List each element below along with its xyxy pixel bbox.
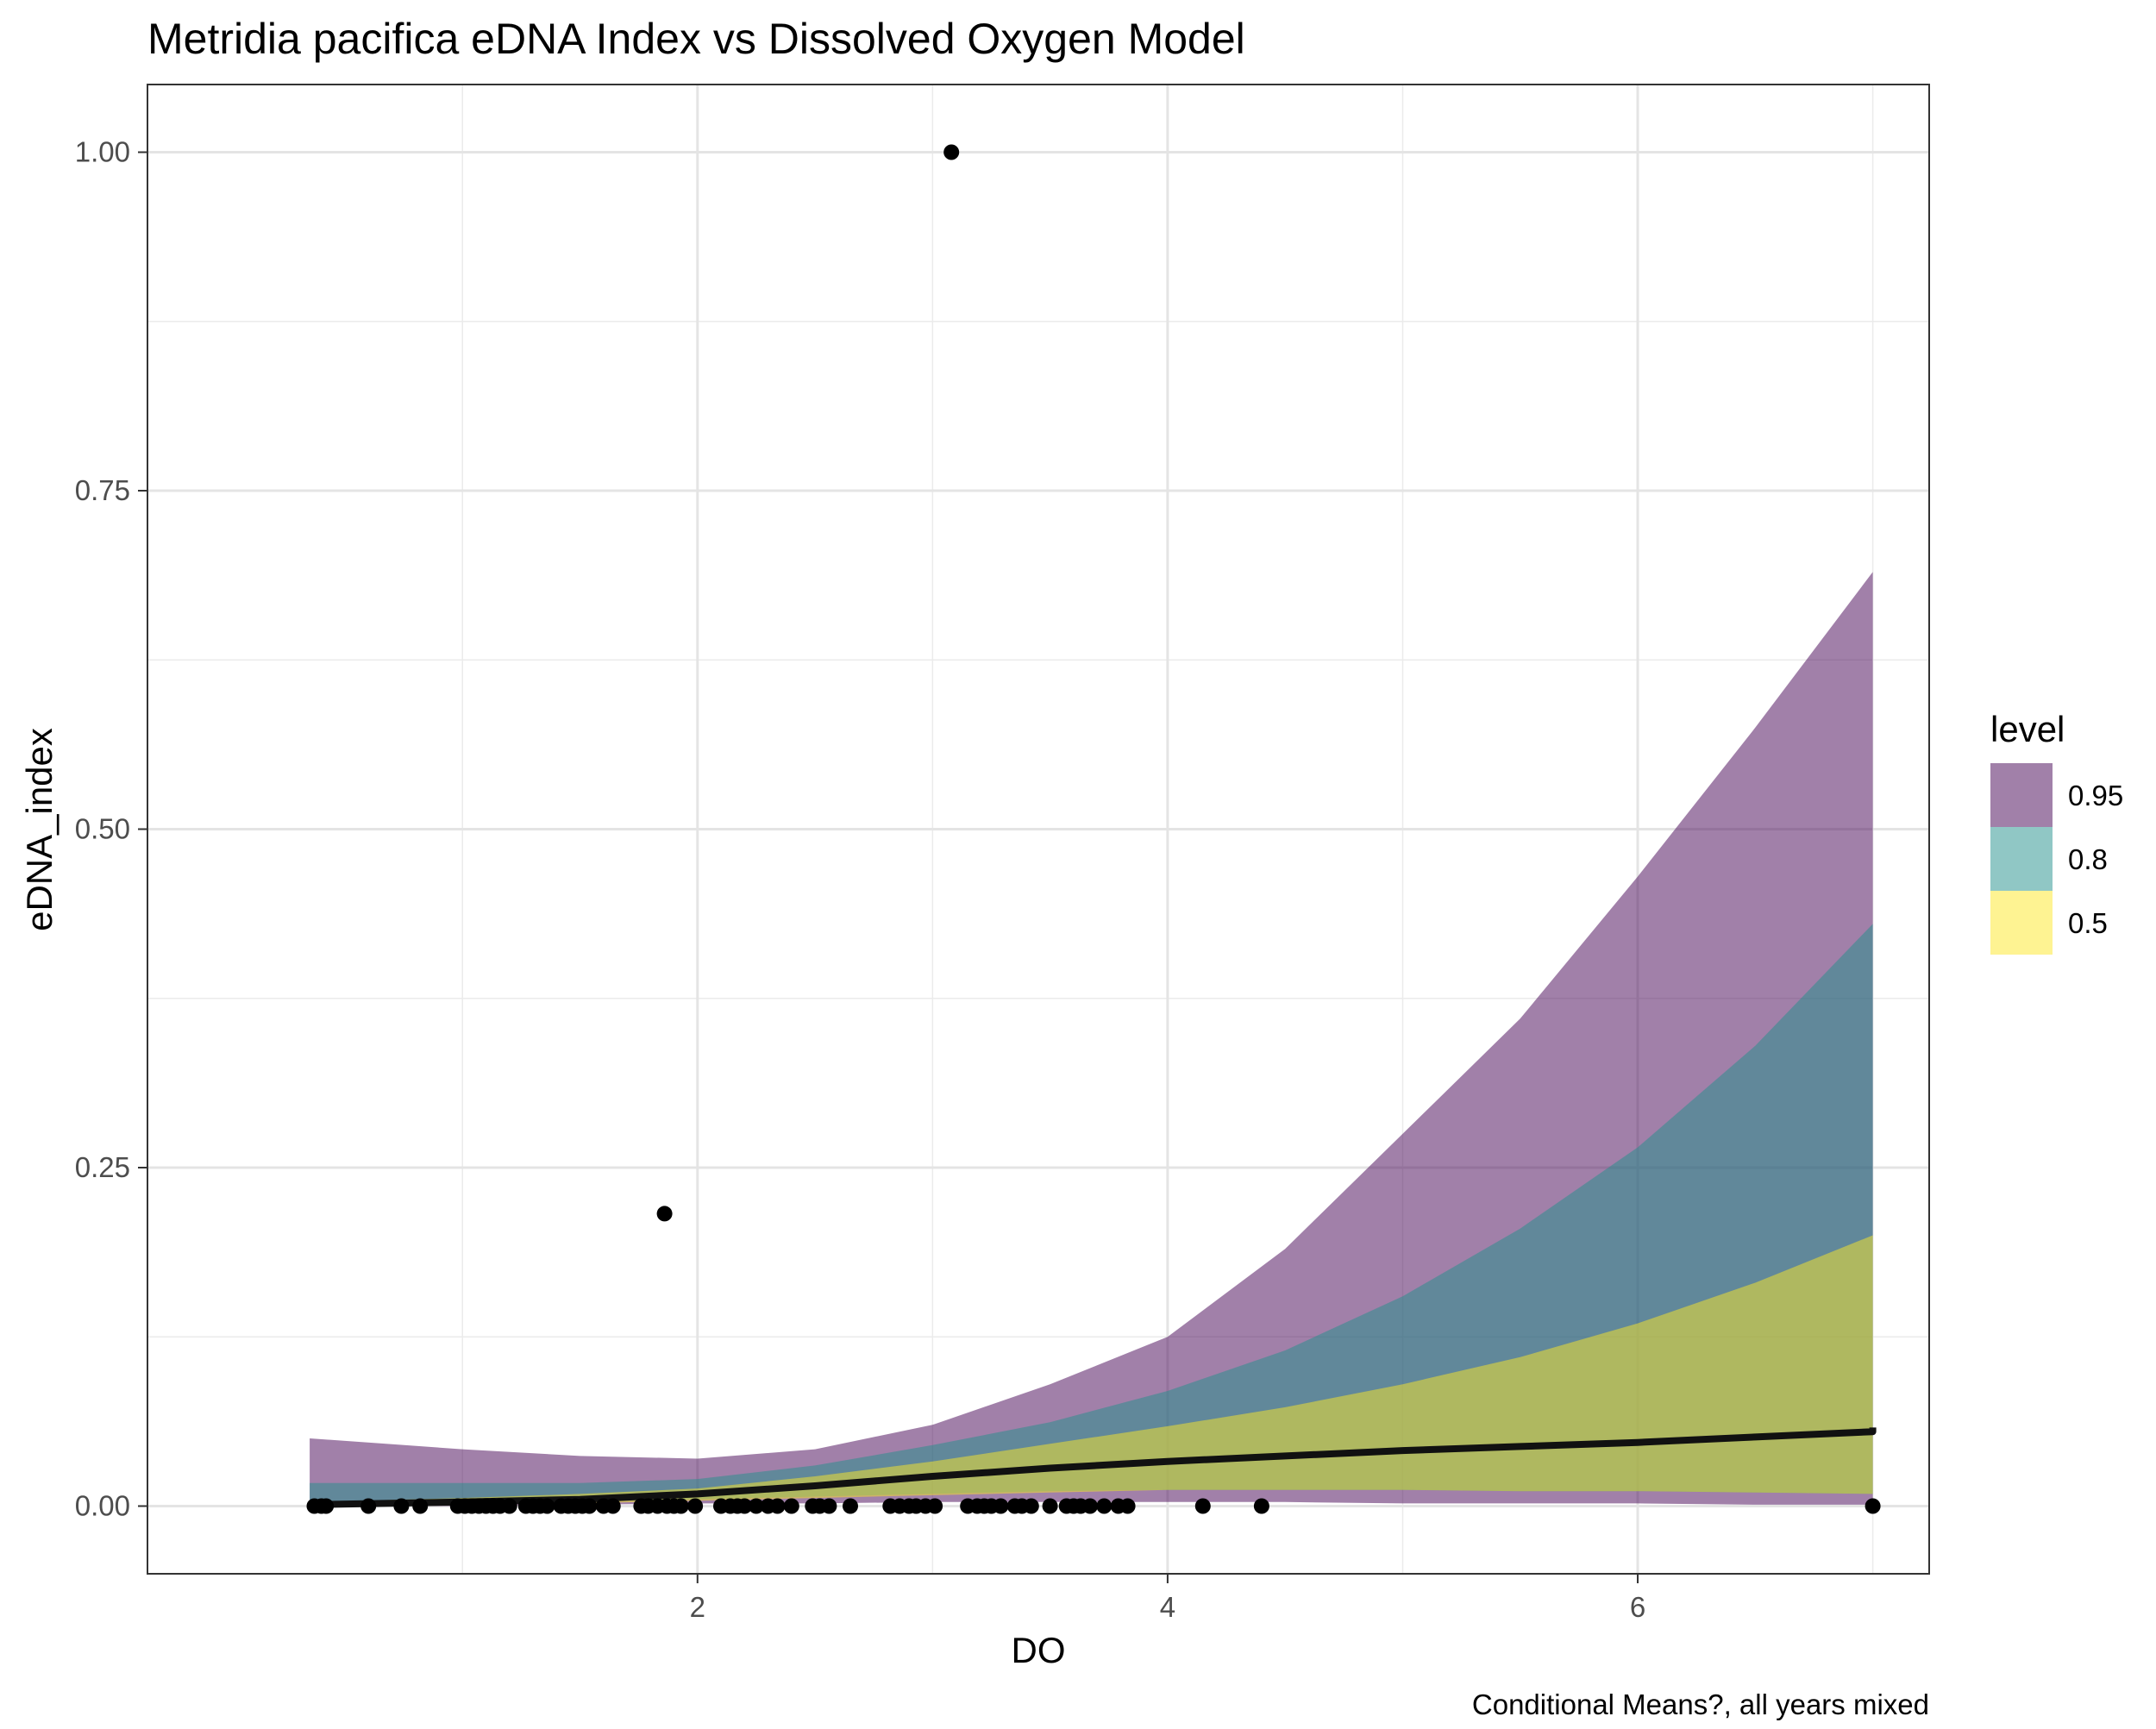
x-axis-label: DO <box>1012 1630 1066 1670</box>
legend-title: level <box>1990 709 2065 749</box>
data-point <box>360 1498 377 1514</box>
data-point <box>927 1498 943 1514</box>
y-axis-label: eDNA_index <box>19 728 60 931</box>
data-point <box>821 1498 837 1514</box>
legend-label-0.5: 0.5 <box>2068 907 2108 939</box>
data-point <box>769 1498 786 1514</box>
mean-line <box>310 1427 1877 1508</box>
legend-key-0.95 <box>1990 763 2053 827</box>
point-layer <box>306 144 1881 1514</box>
legend-label-0.8: 0.8 <box>2068 843 2108 875</box>
y-tick-label: 0.75 <box>75 474 130 506</box>
legend: level 0.95 0.8 0.5 <box>1990 709 2123 955</box>
data-point <box>943 144 960 160</box>
y-tick-label: 0.00 <box>75 1490 130 1522</box>
ribbon-0.8 <box>310 843 1873 1505</box>
data-point <box>1096 1498 1112 1514</box>
ribbon-0.5 <box>310 1201 1873 1507</box>
data-point <box>736 1498 753 1514</box>
ribbon-layer <box>310 501 1873 1507</box>
x-tick-label: 6 <box>1630 1591 1645 1623</box>
data-point <box>673 1498 689 1514</box>
y-axis: 0.00 0.25 0.50 0.75 1.00 <box>75 136 147 1522</box>
data-point <box>993 1498 1009 1514</box>
data-point <box>1119 1498 1136 1514</box>
data-point <box>1194 1498 1211 1514</box>
data-point <box>687 1498 704 1514</box>
data-point <box>843 1498 858 1514</box>
chart-title: Metridia pacifica eDNA Index vs Dissolve… <box>147 15 1245 63</box>
line-layer <box>310 1427 1877 1508</box>
data-point <box>748 1498 764 1514</box>
y-tick-label: 0.25 <box>75 1151 130 1183</box>
data-point <box>393 1498 410 1514</box>
y-tick-label: 1.00 <box>75 136 130 168</box>
x-tick-label: 2 <box>690 1591 705 1623</box>
data-point <box>1042 1498 1058 1514</box>
legend-items: 0.95 0.8 0.5 <box>1990 763 2123 955</box>
legend-label-0.95: 0.95 <box>2068 780 2123 811</box>
data-point <box>412 1498 429 1514</box>
data-point <box>1865 1498 1881 1514</box>
data-point <box>581 1498 598 1514</box>
data-point <box>783 1498 799 1514</box>
data-point <box>605 1498 621 1514</box>
data-point <box>501 1498 517 1514</box>
data-point <box>656 1206 673 1222</box>
data-point <box>1082 1498 1098 1514</box>
data-point <box>1253 1498 1269 1514</box>
x-axis: 2 4 6 <box>690 1574 1645 1623</box>
x-tick-label: 4 <box>1160 1591 1175 1623</box>
chart-caption: Conditional Means?, all years mixed <box>1472 1688 1929 1720</box>
legend-key-0.8 <box>1990 827 2053 891</box>
data-point <box>539 1498 555 1514</box>
data-point <box>318 1498 335 1514</box>
data-point <box>1023 1498 1039 1514</box>
legend-key-0.5 <box>1990 891 2053 955</box>
y-tick-label: 0.50 <box>75 813 130 845</box>
